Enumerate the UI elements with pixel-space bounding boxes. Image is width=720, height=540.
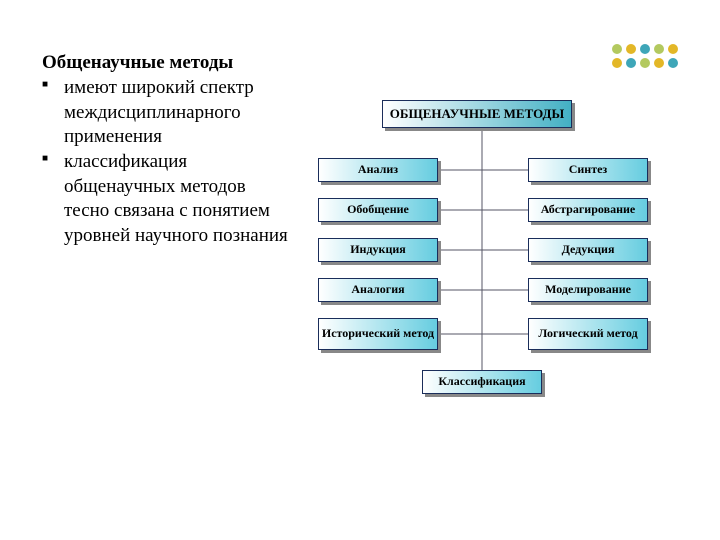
left-box-1: Обобщение xyxy=(318,198,438,222)
text-block: Общенаучные методы имеют широкий спектр … xyxy=(42,52,292,249)
left-box-3: Аналогия xyxy=(318,278,438,302)
right-box-3: Моделирование xyxy=(528,278,648,302)
right-box-1: Абстрагирование xyxy=(528,198,648,222)
right-box-2: Дедукция xyxy=(528,238,648,262)
right-box-0: Синтез xyxy=(528,158,648,182)
left-box-4: Исторический метод xyxy=(318,318,438,350)
bullet-list: имеют широкий спектр междисциплинарного … xyxy=(42,76,292,249)
bottom-box: Классификация xyxy=(422,370,542,394)
bullet-item: классификация общенаучных методов тесно … xyxy=(42,150,292,249)
left-box-0: Анализ xyxy=(318,158,438,182)
heading: Общенаучные методы xyxy=(42,52,292,74)
bullet-item: имеют широкий спектр междисциплинарного … xyxy=(42,76,292,150)
diagram: ОБЩЕНАУЧНЫЕ МЕТОДЫ Анализ Синтез Обобщение А… xyxy=(300,50,700,450)
right-box-4: Логический метод xyxy=(528,318,648,350)
left-box-2: Индукция xyxy=(318,238,438,262)
main-box: ОБЩЕНАУЧНЫЕ МЕТОДЫ xyxy=(382,100,572,128)
